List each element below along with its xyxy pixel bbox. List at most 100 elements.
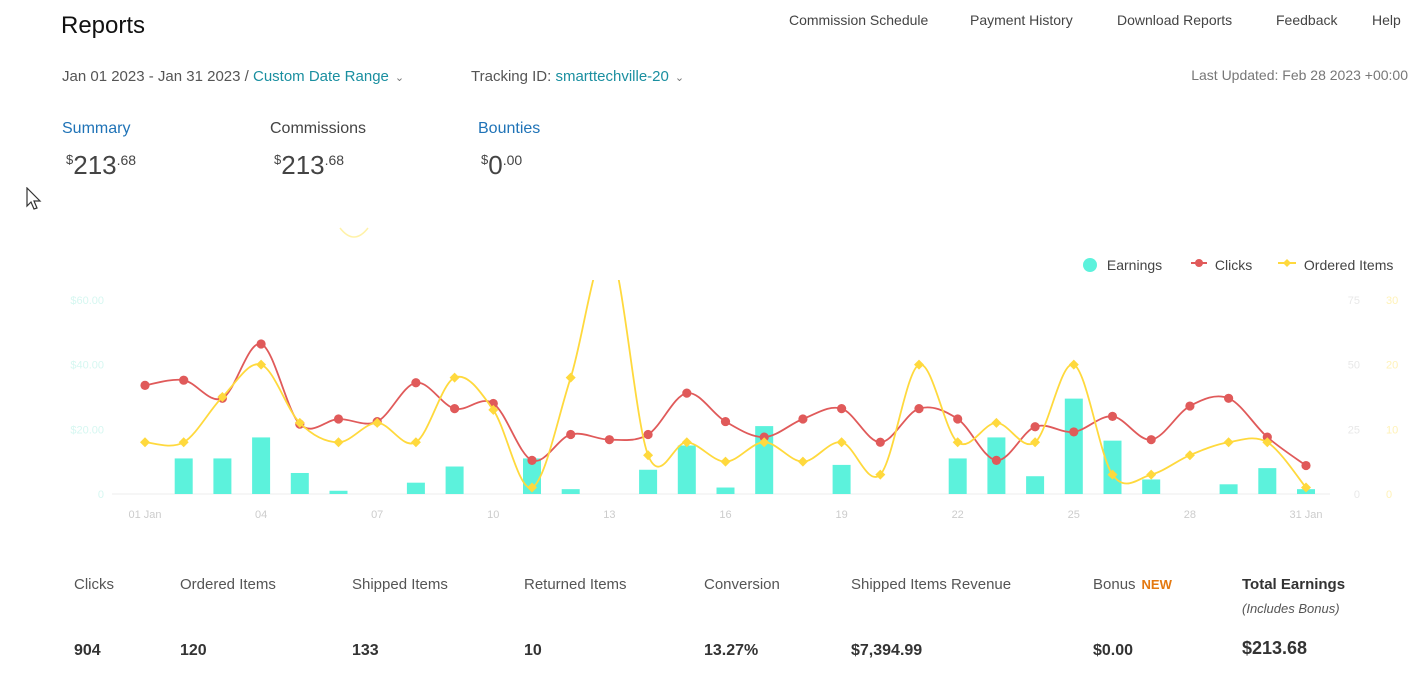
clicks-point — [333, 414, 344, 424]
tab-summary[interactable]: Summary — [62, 120, 131, 137]
ordered-items-point — [797, 456, 808, 467]
date-range-dropdown[interactable]: Custom Date Range ⌄ — [253, 68, 404, 85]
clicks-point — [1262, 432, 1272, 442]
page-title: Reports — [61, 12, 146, 39]
date-range-text: Jan 01 2023 - Jan 31 2023 / — [62, 68, 249, 85]
clicks-point — [875, 437, 885, 447]
tab-bounties[interactable]: Bounties — [478, 120, 541, 137]
ordered-items-point — [643, 450, 654, 461]
summary-amount-int: 213 — [73, 150, 117, 180]
y-tick-earnings: $20.00 — [70, 424, 104, 436]
legend-clicks[interactable]: Clicks — [1191, 256, 1252, 273]
x-tick-label: 28 — [1184, 509, 1196, 521]
earnings-bar — [716, 487, 735, 494]
nav-download-reports[interactable]: Download Reports — [1117, 12, 1233, 28]
bounties-amount-int: 0 — [488, 150, 503, 180]
tab-commissions[interactable]: Commissions — [270, 120, 367, 137]
clicks-point — [759, 432, 769, 442]
clicks-point — [566, 429, 576, 440]
clicks-point — [256, 339, 266, 349]
commissions-amount: $213.68 — [274, 150, 344, 181]
last-updated: Last Updated: Feb 28 2023 +00:00 — [1191, 67, 1408, 83]
nav-feedback[interactable]: Feedback — [1276, 12, 1338, 28]
summary-amount-dec: .68 — [116, 152, 137, 168]
clicks-point — [1301, 460, 1311, 471]
ordered-items-point — [1184, 450, 1195, 461]
y-tick-clicks: 25 — [1348, 424, 1360, 436]
y-tick-items: 0 — [1386, 489, 1392, 501]
stat-shipped-items-value: 133 — [352, 642, 379, 659]
clicks-point — [604, 435, 615, 445]
earnings-bar — [1142, 479, 1161, 494]
earnings-bar — [290, 472, 309, 494]
y-tick-clicks: 50 — [1348, 360, 1360, 372]
summary-amount: $213.68 — [66, 150, 136, 181]
clicks-point — [1069, 427, 1079, 437]
stat-bonus-text: Bonus — [1093, 576, 1136, 593]
legend-earnings-label: Earnings — [1106, 257, 1163, 274]
x-tick-label: 22 — [952, 509, 964, 521]
ordered-items-point — [759, 437, 770, 448]
clicks-point — [1030, 422, 1040, 432]
clicks-point — [140, 380, 150, 390]
clicks-point — [411, 378, 421, 388]
ordered-items-point — [914, 359, 924, 370]
x-tick-label: 01 Jan — [128, 509, 161, 521]
stat-shipped-items-label: Shipped Items — [352, 576, 448, 593]
ordered-items-point — [1107, 469, 1118, 480]
nav-payment-history[interactable]: Payment History — [970, 12, 1073, 28]
stat-returned-items-value: 10 — [524, 642, 542, 659]
y-tick-items: 30 — [1386, 295, 1398, 307]
ordered-items-point — [449, 372, 460, 383]
ordered-items-point — [333, 437, 344, 448]
commissions-amount-int: 213 — [281, 150, 325, 180]
ordered-items-point — [875, 469, 886, 480]
clicks-point — [1224, 393, 1234, 403]
stat-clicks-label: Clicks — [74, 576, 114, 593]
earnings-bar — [406, 482, 425, 494]
date-range-dropdown-label: Custom Date Range — [252, 68, 389, 85]
tracking-id-dropdown[interactable]: smarttechville-20 ⌄ — [555, 68, 684, 85]
earnings-bar — [523, 458, 541, 494]
stat-clicks-value: 904 — [74, 642, 101, 659]
x-tick-label: 25 — [1068, 509, 1080, 521]
stat-total-earnings-value: $213.68 — [1242, 638, 1308, 658]
clicks-point — [643, 429, 653, 440]
nav-help[interactable]: Help — [1372, 12, 1401, 28]
new-badge: NEW — [1141, 577, 1172, 592]
tracking-filter: Tracking ID: smarttechville-20 ⌄ — [471, 68, 684, 85]
ordered-items-point — [720, 456, 731, 467]
legend-ordered-items[interactable]: Ordered Items — [1278, 256, 1393, 273]
ordered-items-point — [372, 417, 383, 428]
y-tick-earnings: $40.00 — [70, 360, 104, 372]
ordered-items-point — [178, 437, 189, 448]
x-tick-label: 13 — [603, 509, 615, 521]
stat-total-earnings-label: Total Earnings — [1242, 576, 1346, 593]
ordered-items-point — [1301, 482, 1311, 493]
clicks-point — [527, 455, 537, 465]
stat-total-note: (Includes Bonus) — [1242, 601, 1340, 616]
earnings-bar — [174, 458, 193, 494]
clicks-line-icon — [1191, 259, 1207, 267]
earnings-bar — [677, 445, 696, 494]
ordered-items-point — [294, 417, 305, 428]
legend-earnings[interactable]: Earnings — [1083, 256, 1162, 273]
y-tick-items: 20 — [1386, 360, 1398, 372]
ordered-items-point — [140, 437, 150, 448]
earnings-dot-icon — [1083, 258, 1097, 273]
clicks-point — [1185, 401, 1195, 411]
earnings-bar — [639, 469, 658, 494]
stat-ordered-items-value: 120 — [180, 642, 207, 659]
clicks-point — [720, 416, 731, 427]
clicks-point — [837, 404, 847, 414]
tab-indicator-icon — [339, 227, 369, 238]
ordered-items-point — [1146, 469, 1157, 480]
bounties-amount: $0.00 — [481, 150, 522, 181]
earnings-chart: $60.00 $40.00 $20.00 0 75 50 25 0 30 20 10 0 01 Jan 0… — [70, 280, 1398, 521]
ordered-items-point — [952, 437, 963, 448]
earnings-bar — [987, 437, 1006, 494]
stat-bonus-label: Bonus NEW — [1093, 576, 1172, 593]
clicks-point — [914, 404, 924, 414]
ordered-items-point — [1030, 437, 1041, 448]
nav-commission-schedule[interactable]: Commission Schedule — [789, 12, 929, 28]
